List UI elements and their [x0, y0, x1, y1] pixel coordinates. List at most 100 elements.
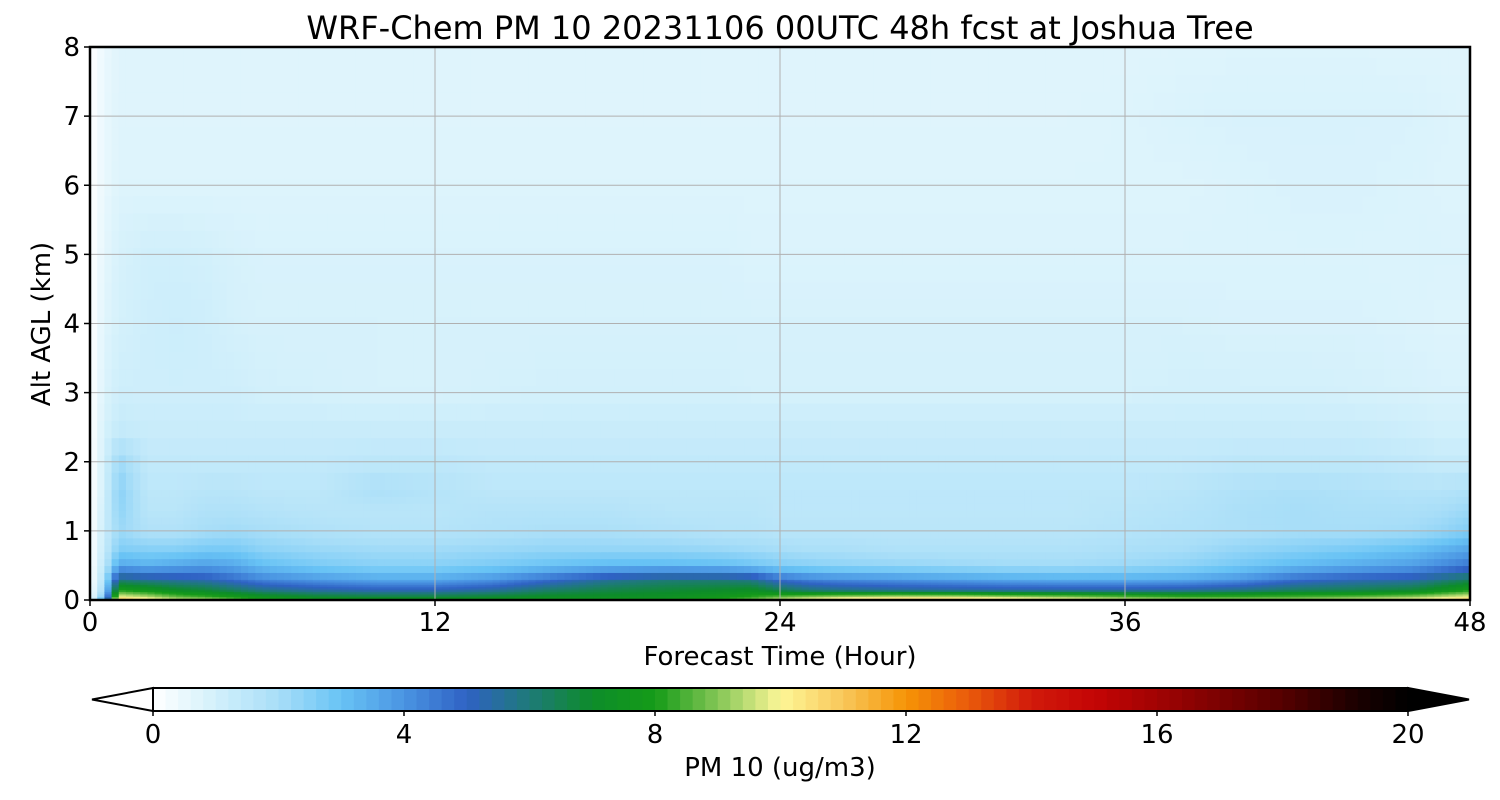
heatmap-cell: [492, 517, 501, 525]
heatmap-cell: [578, 537, 587, 546]
heatmap-cell: [1182, 472, 1191, 490]
heatmap-cell: [1089, 472, 1097, 490]
heatmap-cell: [226, 551, 235, 560]
heatmap-cell: [1038, 503, 1047, 511]
heatmap-cell: [406, 537, 415, 546]
heatmap-cell: [700, 584, 709, 587]
heatmap-cell: [585, 594, 594, 598]
heatmap-cell: [219, 591, 228, 594]
heatmap-cell: [880, 496, 889, 504]
heatmap-cell: [981, 510, 990, 518]
heatmap-cell: [693, 582, 702, 586]
heatmap-cell: [1405, 517, 1414, 525]
heatmap-cell: [1117, 582, 1126, 586]
heatmap-cell: [140, 596, 149, 599]
heatmap-cell: [938, 472, 946, 490]
heatmap-cell: [715, 593, 724, 596]
heatmap-cell: [1247, 503, 1255, 511]
heatmap-cell: [262, 537, 271, 546]
heatmap-cell: [305, 586, 314, 589]
heatmap-cell: [406, 586, 415, 589]
heatmap-cell: [1024, 582, 1033, 586]
heatmap-cell: [320, 544, 328, 553]
heatmap-cell: [758, 589, 767, 592]
heatmap-cell: [456, 503, 465, 511]
heatmap-cell: [887, 496, 896, 504]
heatmap-cell: [291, 589, 300, 592]
heatmap-cell: [722, 580, 731, 584]
heatmap-cell: [1412, 589, 1421, 592]
heatmap-cell: [952, 551, 961, 560]
heatmap-cell: [808, 496, 817, 504]
heatmap-cell: [384, 496, 393, 504]
heatmap-cell: [219, 572, 228, 580]
heatmap-cell: [226, 558, 235, 567]
heatmap-cell: [1434, 596, 1442, 599]
heatmap-cell: [348, 530, 357, 539]
heatmap-cell: [866, 517, 875, 525]
heatmap-cell: [700, 530, 709, 539]
heatmap-cell: [169, 496, 177, 504]
heatmap-cell: [506, 579, 515, 582]
heatmap-cell: [276, 579, 285, 582]
heatmap-cell: [1412, 537, 1421, 546]
heatmap-cell: [1010, 544, 1018, 553]
heatmap-cell: [284, 523, 292, 532]
heatmap-cell: [550, 594, 558, 598]
heatmap-cell: [815, 558, 824, 567]
heatmap-cell: [269, 589, 278, 592]
heatmap-cell: [837, 582, 846, 586]
heatmap-cell: [104, 544, 113, 553]
heatmap-cell: [902, 558, 910, 567]
heatmap-cell: [399, 544, 407, 553]
heatmap-cell: [1089, 510, 1097, 518]
heatmap-cell: [1419, 584, 1428, 587]
heatmap-cell: [1275, 537, 1284, 546]
heatmap-cell: [435, 565, 443, 573]
heatmap-cell: [1261, 579, 1270, 582]
heatmap-cell: [1218, 593, 1227, 596]
heatmap-cell: [571, 565, 580, 573]
heatmap-cell: [1462, 489, 1471, 497]
heatmap-cell: [844, 594, 853, 598]
heatmap-cell: [585, 530, 594, 539]
heatmap-cell: [722, 582, 731, 586]
heatmap-cell: [291, 586, 300, 589]
heatmap-cell: [1455, 572, 1464, 580]
heatmap-cell: [923, 496, 932, 504]
heatmap-cell: [1225, 472, 1234, 490]
heatmap-cell: [657, 591, 666, 594]
heatmap-cell: [470, 586, 479, 589]
heatmap-cell: [600, 586, 609, 589]
heatmap-cell: [327, 596, 335, 599]
heatmap-cell: [585, 537, 594, 546]
heatmap-cell: [154, 523, 163, 532]
heatmap-cell: [1125, 544, 1133, 553]
heatmap-cell: [600, 589, 609, 592]
heatmap-cell: [154, 472, 163, 490]
heatmap-cell: [456, 489, 465, 497]
heatmap-cell: [370, 587, 379, 591]
heatmap-cell: [399, 558, 407, 567]
heatmap-cell: [729, 584, 738, 587]
heatmap-cell: [298, 472, 307, 490]
heatmap-cell: [1045, 517, 1054, 525]
heatmap-cell: [1240, 496, 1248, 504]
heatmap-cell: [751, 582, 760, 586]
heatmap-cell: [930, 503, 939, 511]
heatmap-cell: [470, 472, 479, 490]
heatmap-cell: [1182, 503, 1191, 511]
heatmap-cell: [413, 565, 422, 573]
heatmap-cell: [111, 593, 120, 596]
heatmap-cell: [636, 523, 645, 532]
heatmap-cell: [758, 572, 767, 580]
heatmap-cell: [485, 503, 494, 511]
heatmap-cell: [966, 489, 975, 497]
heatmap-cell: [801, 544, 810, 553]
heatmap-cell: [197, 584, 206, 587]
heatmap-cell: [463, 523, 472, 532]
heatmap-cell: [1326, 589, 1335, 592]
heatmap-cell: [866, 530, 875, 539]
heatmap-cell: [1419, 503, 1428, 511]
heatmap-cell: [255, 544, 264, 553]
